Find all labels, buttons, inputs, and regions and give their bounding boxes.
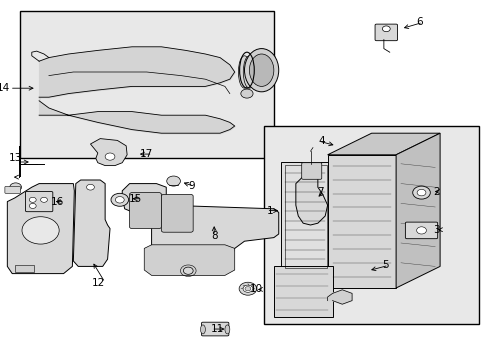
- Text: 7: 7: [316, 186, 323, 197]
- FancyBboxPatch shape: [405, 222, 437, 239]
- Text: 11: 11: [211, 324, 224, 334]
- Text: 8: 8: [210, 231, 217, 241]
- Circle shape: [416, 227, 426, 234]
- Circle shape: [416, 189, 425, 196]
- Text: 1: 1: [266, 206, 273, 216]
- Circle shape: [166, 176, 180, 186]
- FancyBboxPatch shape: [129, 193, 161, 229]
- Polygon shape: [395, 133, 439, 288]
- Text: 9: 9: [187, 181, 194, 192]
- FancyBboxPatch shape: [301, 163, 321, 179]
- FancyBboxPatch shape: [15, 265, 34, 272]
- Circle shape: [29, 197, 36, 202]
- Polygon shape: [144, 245, 234, 275]
- Circle shape: [86, 184, 94, 190]
- Ellipse shape: [200, 325, 205, 334]
- Circle shape: [111, 193, 128, 206]
- Circle shape: [41, 197, 47, 202]
- FancyBboxPatch shape: [374, 24, 397, 41]
- Circle shape: [239, 282, 256, 295]
- Ellipse shape: [249, 54, 273, 86]
- Polygon shape: [327, 290, 351, 304]
- Text: 5: 5: [381, 260, 388, 270]
- Text: 14: 14: [0, 83, 10, 93]
- Text: 10: 10: [249, 284, 263, 294]
- Polygon shape: [90, 139, 127, 166]
- Circle shape: [29, 203, 36, 208]
- Polygon shape: [7, 184, 74, 274]
- Ellipse shape: [240, 89, 253, 98]
- Ellipse shape: [247, 56, 260, 88]
- Text: 15: 15: [128, 194, 142, 204]
- Polygon shape: [295, 175, 327, 225]
- Circle shape: [412, 186, 429, 199]
- Ellipse shape: [224, 325, 229, 334]
- Circle shape: [183, 267, 193, 274]
- FancyBboxPatch shape: [161, 194, 193, 232]
- Text: 3: 3: [432, 225, 439, 235]
- Ellipse shape: [244, 49, 278, 92]
- Text: 4: 4: [318, 136, 325, 146]
- Bar: [264, 126, 478, 324]
- Circle shape: [22, 217, 59, 244]
- Text: 16: 16: [51, 197, 64, 207]
- Ellipse shape: [243, 56, 255, 88]
- Circle shape: [10, 183, 21, 192]
- Polygon shape: [122, 184, 278, 270]
- Circle shape: [105, 153, 115, 160]
- FancyBboxPatch shape: [273, 266, 332, 317]
- Polygon shape: [327, 133, 439, 155]
- Circle shape: [244, 287, 250, 291]
- Ellipse shape: [238, 56, 250, 88]
- Bar: [20, 11, 273, 158]
- Text: 13: 13: [9, 153, 22, 163]
- FancyBboxPatch shape: [25, 192, 53, 212]
- Circle shape: [382, 26, 389, 32]
- FancyBboxPatch shape: [281, 162, 329, 270]
- Circle shape: [115, 197, 124, 203]
- Circle shape: [243, 285, 252, 292]
- FancyBboxPatch shape: [327, 155, 395, 288]
- FancyBboxPatch shape: [5, 186, 20, 193]
- Text: 2: 2: [432, 186, 439, 197]
- FancyBboxPatch shape: [201, 322, 228, 336]
- Text: 17: 17: [139, 149, 152, 159]
- Text: 6: 6: [415, 17, 422, 27]
- Polygon shape: [73, 180, 110, 266]
- Text: 12: 12: [92, 278, 105, 288]
